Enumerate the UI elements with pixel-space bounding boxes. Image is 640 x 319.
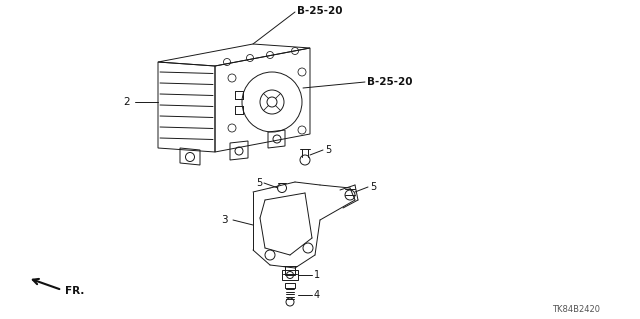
Bar	[282, 270, 298, 280]
Text: B-25-20: B-25-20	[367, 77, 413, 87]
Text: 5: 5	[370, 182, 376, 192]
Bar	[285, 283, 295, 288]
Text: 1: 1	[314, 270, 320, 280]
Text: 3: 3	[221, 215, 228, 225]
Text: 5: 5	[325, 145, 332, 155]
Text: B-25-20: B-25-20	[297, 6, 342, 16]
Text: 5: 5	[256, 178, 262, 188]
Text: TK84B2420: TK84B2420	[552, 306, 600, 315]
Text: 4: 4	[314, 290, 320, 300]
Text: FR.: FR.	[65, 286, 84, 296]
Text: 2: 2	[124, 97, 130, 107]
